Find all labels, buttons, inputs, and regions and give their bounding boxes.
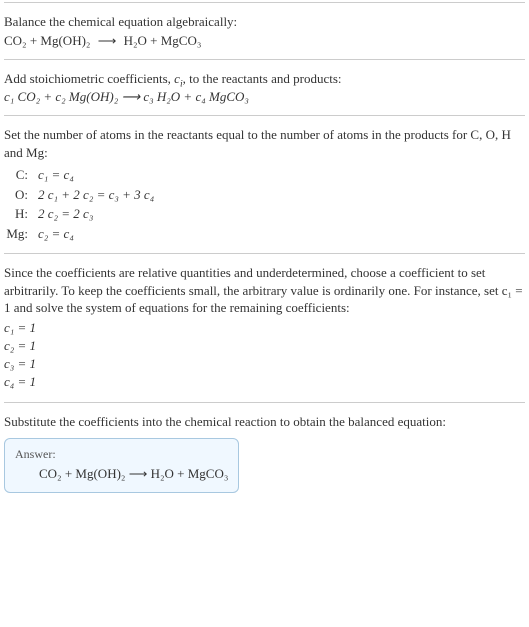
instruction-3: Set the number of atoms in the reactants…	[4, 126, 525, 161]
answer-box: Answer: CO₂ + Mg(OH)₂ ⟶ H₂O + MgCO₃	[4, 438, 239, 493]
atom-row: C: c₁ = c₄	[4, 165, 525, 185]
equation-coefficients: c₁ CO₂ + c₂ Mg(OH)₂ ⟶ c₃ H₂O + c₄ MgCO₃	[4, 89, 525, 105]
section-substitute: Substitute the coefficients into the che…	[4, 402, 525, 437]
answer-equation: CO₂ + Mg(OH)₂ ⟶ H₂O + MgCO₃	[15, 466, 228, 482]
atom-label: C:	[4, 165, 34, 185]
atom-label: O:	[4, 185, 34, 205]
atom-equations: C: c₁ = c₄ O: 2 c₁ + 2 c₂ = c₃ + 3 c₄ H:…	[4, 165, 525, 243]
atom-eq: 2 c₁ + 2 c₂ = c₃ + 3 c₄	[34, 185, 154, 205]
eq-right: H₂O + MgCO₃	[124, 33, 202, 48]
instruction-5: Substitute the coefficients into the che…	[4, 413, 525, 431]
ci-symbol: ci	[174, 71, 183, 86]
atom-row: H: 2 c₂ = 2 c₃	[4, 204, 525, 224]
atom-label: H:	[4, 204, 34, 224]
atom-eq: 2 c₂ = 2 c₃	[34, 204, 93, 224]
atom-row: Mg: c₂ = c₄	[4, 224, 525, 244]
coef-line: c₂ = 1	[4, 337, 525, 355]
section-solve: Since the coefficients are relative quan…	[4, 253, 525, 401]
coef-line: c₃ = 1	[4, 355, 525, 373]
atom-eq: c₁ = c₄	[34, 165, 74, 185]
atom-row: O: 2 c₁ + 2 c₂ = c₃ + 3 c₄	[4, 185, 525, 205]
instruction-2: Add stoichiometric coefficients, ci, to …	[4, 70, 525, 88]
coefficient-values: c₁ = 1 c₂ = 1 c₃ = 1 c₄ = 1	[4, 319, 525, 392]
coef-line: c₁ = 1	[4, 319, 525, 337]
instruction-1: Balance the chemical equation algebraica…	[4, 13, 525, 31]
arrow-icon: ⟶	[98, 33, 117, 49]
section-atoms: Set the number of atoms in the reactants…	[4, 115, 525, 253]
coef-line: c₄ = 1	[4, 373, 525, 391]
answer-label: Answer:	[15, 447, 228, 462]
eq-left: CO₂ + Mg(OH)₂	[4, 33, 90, 48]
atom-eq: c₂ = c₄	[34, 224, 74, 244]
section-stoichiometric: Add stoichiometric coefficients, ci, to …	[4, 59, 525, 116]
section-balance: Balance the chemical equation algebraica…	[4, 2, 525, 59]
instruction-4: Since the coefficients are relative quan…	[4, 264, 525, 317]
atom-label: Mg:	[4, 224, 34, 244]
equation-unbalanced: CO₂ + Mg(OH)₂ ⟶ H₂O + MgCO₃	[4, 33, 525, 49]
